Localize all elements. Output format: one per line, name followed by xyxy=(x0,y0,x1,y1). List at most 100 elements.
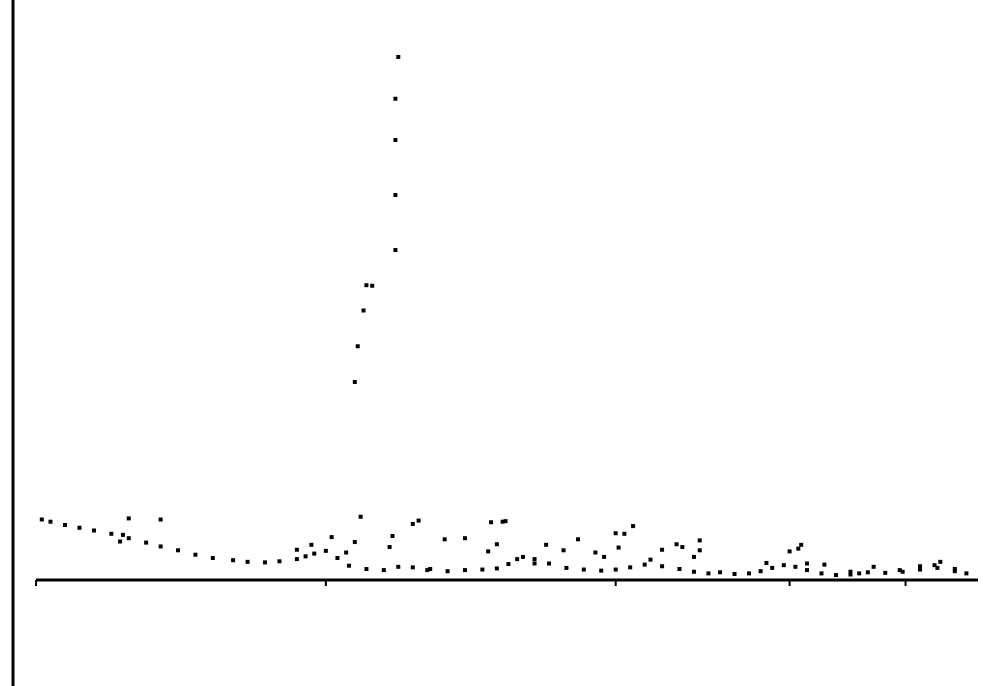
series-point-50 xyxy=(781,563,786,568)
series-point-47 xyxy=(747,571,752,576)
peak-point-9 xyxy=(358,514,363,519)
series-point-35 xyxy=(564,565,569,570)
peak-point-51 xyxy=(393,138,398,142)
series-point-14 xyxy=(262,560,267,565)
peak-point-34 xyxy=(764,560,769,565)
peak-point-16 xyxy=(486,549,491,554)
peak-point-63 xyxy=(932,563,937,568)
series-point-26 xyxy=(428,567,433,571)
peak-point-11 xyxy=(390,534,395,538)
series-point-27 xyxy=(445,569,450,574)
peak-point-12 xyxy=(410,521,415,526)
series-point-13 xyxy=(245,559,250,564)
x-ticks xyxy=(35,580,907,586)
peak-point-21 xyxy=(544,542,549,547)
peak-point-35 xyxy=(787,549,792,554)
peak-point-55 xyxy=(416,518,421,523)
series-point-25 xyxy=(410,565,415,570)
series-point-28 xyxy=(462,568,467,573)
series-point-32 xyxy=(520,554,525,559)
series-point-16 xyxy=(294,557,299,562)
peak-point-31 xyxy=(680,545,685,549)
peak-point-61 xyxy=(799,542,804,547)
peak-point-30 xyxy=(674,542,679,547)
series-point-5 xyxy=(109,531,114,536)
series-point-31 xyxy=(506,562,511,567)
peak-point-36 xyxy=(796,546,801,551)
peak-point-47 xyxy=(361,308,366,313)
peak-point-4 xyxy=(294,547,299,552)
peak-point-56 xyxy=(489,520,494,525)
peak-point-62 xyxy=(857,571,862,576)
series-point-21 xyxy=(347,563,352,568)
series-point-48 xyxy=(758,569,763,574)
series-point-58 xyxy=(900,569,905,574)
series-point-45 xyxy=(718,570,723,575)
peak-point-20 xyxy=(532,561,537,566)
peak-point-22 xyxy=(561,548,566,553)
peak-point-8 xyxy=(352,540,357,545)
series-point-53 xyxy=(819,571,824,576)
peak-point-40 xyxy=(871,564,876,569)
series-point-55 xyxy=(848,572,853,577)
series-point-4 xyxy=(91,528,96,533)
peak-point-15 xyxy=(462,536,467,541)
peak-point-26 xyxy=(613,531,618,536)
peak-point-24 xyxy=(593,550,598,555)
series-point-39 xyxy=(628,565,633,570)
peak-point-23 xyxy=(576,537,581,542)
series-point-17 xyxy=(303,554,308,559)
peak-point-44 xyxy=(952,567,957,571)
series-point-8 xyxy=(158,544,163,549)
peak-point-29 xyxy=(660,547,665,552)
peak-point-46 xyxy=(355,344,360,349)
series-point-3 xyxy=(77,525,82,530)
series-point-40 xyxy=(642,562,647,567)
series-point-42 xyxy=(677,567,682,571)
series-point-51 xyxy=(793,564,798,569)
series-point-29 xyxy=(480,567,485,572)
series-markers xyxy=(39,517,969,578)
series-point-62 xyxy=(964,571,969,576)
series-point-24 xyxy=(396,564,401,569)
peak-point-2 xyxy=(126,516,131,521)
peak-point-3 xyxy=(158,517,163,522)
peak-point-38 xyxy=(822,562,827,567)
series-point-41 xyxy=(660,564,665,569)
series-point-61 xyxy=(952,569,957,574)
peak-point-59 xyxy=(631,524,636,529)
peak-point-27 xyxy=(622,531,627,536)
peak-point-14 xyxy=(442,537,447,542)
series-point-1 xyxy=(48,519,53,524)
peak-point-53 xyxy=(396,54,401,59)
series-point-23 xyxy=(381,568,386,573)
series-point-9 xyxy=(176,548,181,553)
peak-point-58 xyxy=(616,545,621,550)
series-point-22 xyxy=(364,567,369,571)
series-point-6 xyxy=(126,536,131,541)
peak-point-41 xyxy=(897,568,902,573)
peak-point-43 xyxy=(938,559,943,564)
series-point-11 xyxy=(210,556,215,560)
series-point-10 xyxy=(193,552,198,557)
peak-point-28 xyxy=(648,557,653,562)
peak-point-42 xyxy=(918,564,923,569)
series-point-33 xyxy=(532,557,537,562)
peak-point-18 xyxy=(503,519,508,524)
peak-point-32 xyxy=(691,554,696,559)
peak-point-10 xyxy=(387,545,392,549)
series-point-12 xyxy=(231,558,236,563)
series-point-19 xyxy=(323,548,328,553)
peak-point-37 xyxy=(804,561,809,566)
peak-point-39 xyxy=(848,569,853,574)
series-point-20 xyxy=(335,556,340,560)
series-point-46 xyxy=(732,571,737,576)
peak-point-60 xyxy=(697,538,702,543)
series-point-57 xyxy=(883,570,888,575)
series-point-43 xyxy=(691,569,696,574)
peak-point-45 xyxy=(352,380,357,384)
peak-point-0 xyxy=(118,539,123,544)
series-point-52 xyxy=(804,568,809,573)
